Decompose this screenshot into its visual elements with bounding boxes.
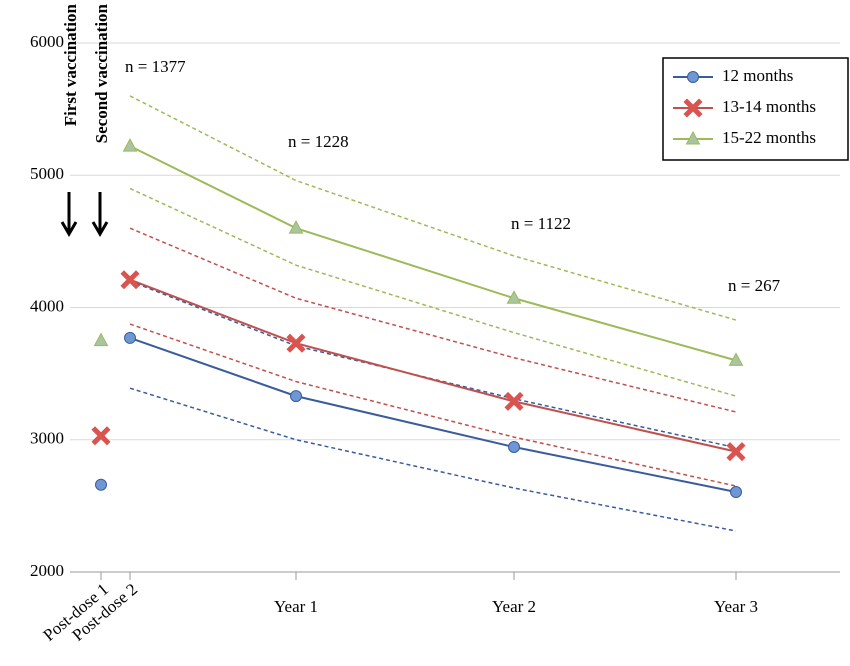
marker — [508, 441, 520, 454]
ci-lower-line — [129, 187, 737, 397]
marker — [726, 442, 746, 462]
series-line — [129, 278, 737, 453]
marker — [506, 290, 522, 304]
vertical-label: First vaccination — [61, 3, 80, 126]
ci-lower-line — [129, 323, 737, 487]
marker — [286, 333, 306, 353]
x-tick-label: Year 2 — [492, 597, 536, 616]
marker — [290, 390, 302, 403]
legend-label: 15-22 months — [722, 128, 816, 147]
ci-upper-line — [129, 280, 737, 449]
series-line — [129, 145, 737, 362]
marker — [683, 98, 703, 118]
legend-label: 12 months — [722, 66, 793, 85]
marker — [685, 130, 701, 145]
series-line — [129, 336, 737, 493]
arrow — [60, 192, 78, 237]
legend: 12 months 13-14 months 15-22 months — [662, 57, 849, 161]
y-tick-label: 4000 — [30, 296, 64, 315]
annotation: n = 1228 — [288, 132, 349, 151]
y-tick-label: 5000 — [30, 164, 64, 183]
marker — [687, 71, 699, 83]
y-tick-label: 6000 — [30, 32, 64, 51]
annotation: n = 267 — [728, 276, 781, 295]
marker — [504, 391, 524, 411]
ci-upper-line — [129, 95, 737, 321]
marker — [91, 426, 111, 446]
marker — [288, 220, 304, 234]
vertical-label: Second vaccination — [92, 3, 111, 143]
y-tick-label: 2000 — [30, 561, 64, 580]
marker — [124, 331, 136, 344]
marker — [93, 332, 109, 347]
annotation: n = 1377 — [125, 57, 186, 76]
marker — [122, 138, 138, 152]
marker — [95, 478, 107, 491]
marker — [730, 485, 742, 498]
annotation: n = 1122 — [511, 214, 571, 233]
ci-lower-line — [129, 387, 737, 532]
x-tick-label: Year 1 — [274, 597, 318, 616]
x-tick-label: Year 3 — [714, 597, 758, 616]
y-tick-label: 3000 — [30, 429, 64, 448]
legend-label: 13-14 months — [722, 97, 816, 116]
marker — [120, 270, 140, 290]
arrow — [91, 192, 109, 237]
ci-upper-line — [129, 227, 737, 413]
marker — [728, 352, 744, 366]
